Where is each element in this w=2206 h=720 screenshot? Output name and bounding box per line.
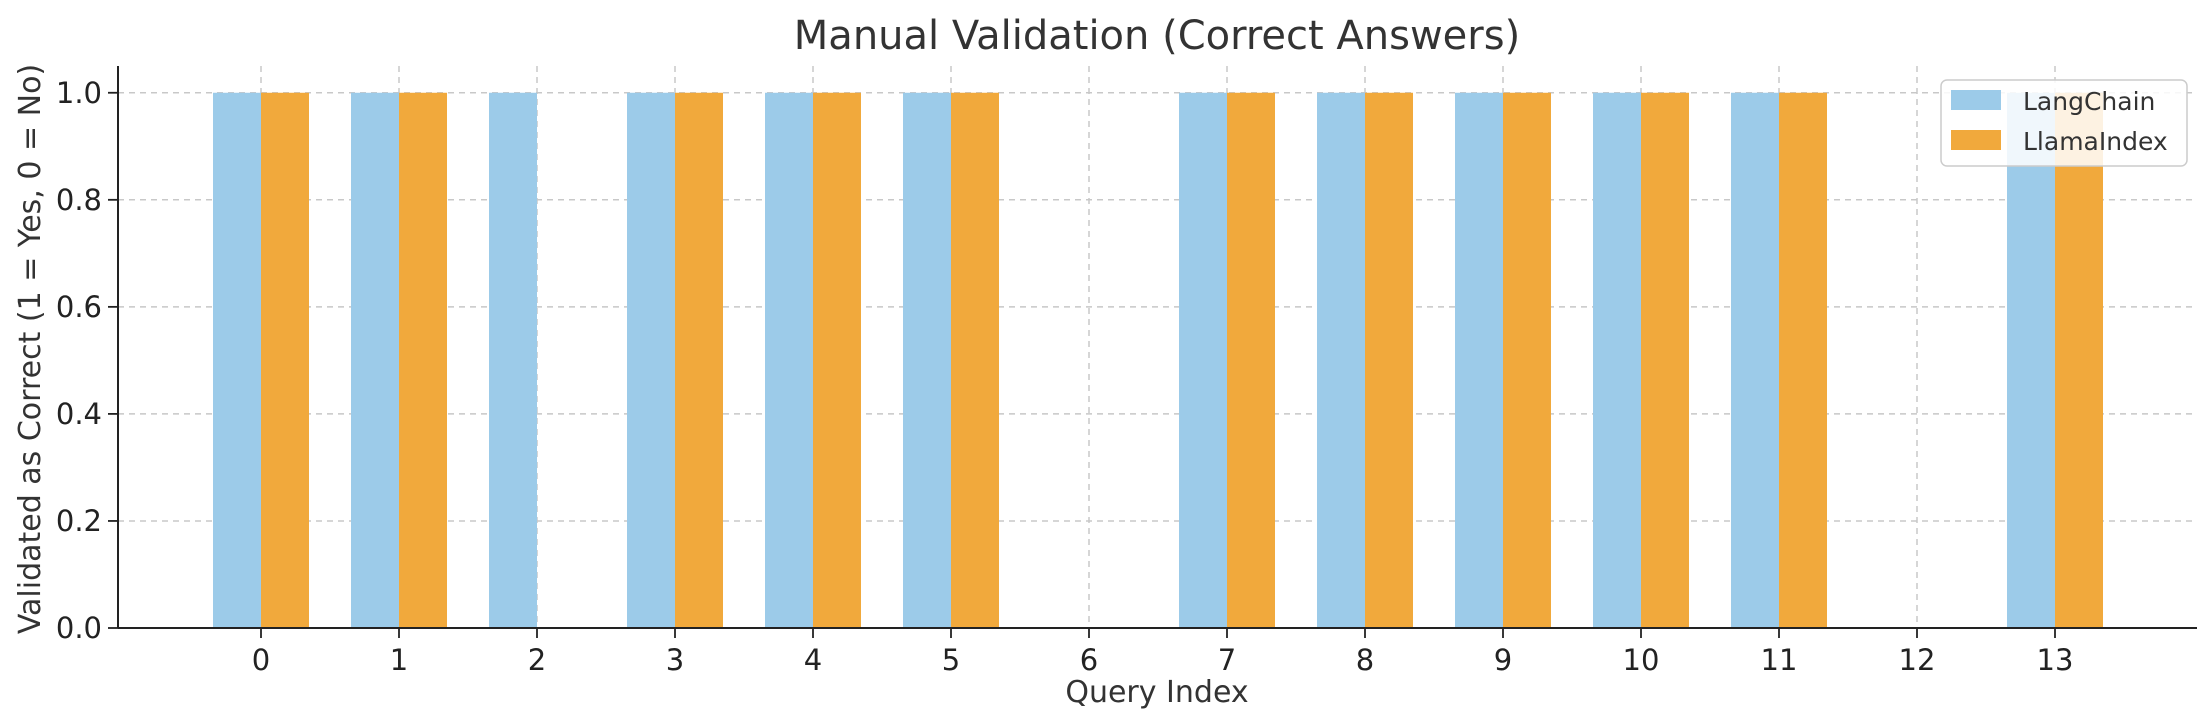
y-axis-label: Validated as Correct (1 = Yes, 0 = No)	[13, 64, 48, 634]
bar-llamaindex-7	[1227, 92, 1275, 628]
bar-langchain-9	[1455, 92, 1503, 628]
legend: LangChain LlamaIndex	[1940, 79, 2188, 167]
x-tick-label: 7	[1218, 643, 1236, 677]
x-tick-label: 1	[390, 643, 408, 677]
bar-llamaindex-0	[261, 92, 309, 628]
y-tick-label: 0.6	[56, 290, 102, 324]
x-tick-label: 9	[1494, 643, 1512, 677]
y-tick-label: 0.8	[56, 183, 102, 217]
bar-langchain-4	[765, 92, 813, 628]
x-tick-label: 0	[252, 643, 270, 677]
x-tick-label: 12	[1899, 643, 1936, 677]
bar-langchain-13	[2007, 92, 2055, 628]
x-tick-label: 4	[804, 643, 822, 677]
x-tick-label: 13	[2037, 643, 2074, 677]
bar-llamaindex-4	[813, 92, 861, 628]
x-tick-label: 10	[1623, 643, 1660, 677]
bar-langchain-2	[489, 92, 537, 628]
bars	[213, 92, 2103, 628]
x-tick-label: 5	[942, 643, 960, 677]
legend-label-llamaindex: LlamaIndex	[2023, 127, 2168, 156]
axes	[108, 66, 2197, 638]
y-tick-label: 0.4	[56, 397, 102, 431]
x-tick-label: 8	[1356, 643, 1374, 677]
bar-llamaindex-11	[1779, 92, 1827, 628]
y-tick-label: 0.2	[56, 504, 102, 538]
bar-langchain-7	[1179, 92, 1227, 628]
chart-title: Manual Validation (Correct Answers)	[794, 13, 1520, 59]
bar-llamaindex-5	[951, 92, 999, 628]
legend-label-langchain: LangChain	[2023, 87, 2155, 116]
bar-langchain-11	[1731, 92, 1779, 628]
bar-langchain-8	[1317, 92, 1365, 628]
y-tick-label: 1.0	[56, 76, 102, 110]
bar-llamaindex-9	[1503, 92, 1551, 628]
tick-labels: 0.00.20.40.60.81.00 1 2 3 4 5 6 7 8 9 10 11 12 13	[56, 76, 2074, 677]
legend-swatch-llamaindex	[1951, 130, 2001, 150]
x-tick-label: 3	[666, 643, 684, 677]
x-axis-label: Query Index	[1065, 675, 1248, 710]
bar-llamaindex-10	[1641, 92, 1689, 628]
bar-langchain-3	[627, 92, 675, 628]
bar-langchain-10	[1593, 92, 1641, 628]
bar-langchain-5	[903, 92, 951, 628]
bar-langchain-0	[213, 92, 261, 628]
bar-llamaindex-1	[399, 92, 447, 628]
y-tick-label: 0.0	[56, 611, 102, 645]
bar-llamaindex-13	[2055, 92, 2103, 628]
legend-frame	[1940, 79, 2188, 167]
x-tick-label: 6	[1080, 643, 1098, 677]
x-tick-label: 2	[528, 643, 546, 677]
bar-llamaindex-3	[675, 92, 723, 628]
bar-llamaindex-8	[1365, 92, 1413, 628]
x-tick-label: 11	[1761, 643, 1798, 677]
bar-langchain-1	[351, 92, 399, 628]
legend-swatch-langchain	[1951, 90, 2001, 110]
